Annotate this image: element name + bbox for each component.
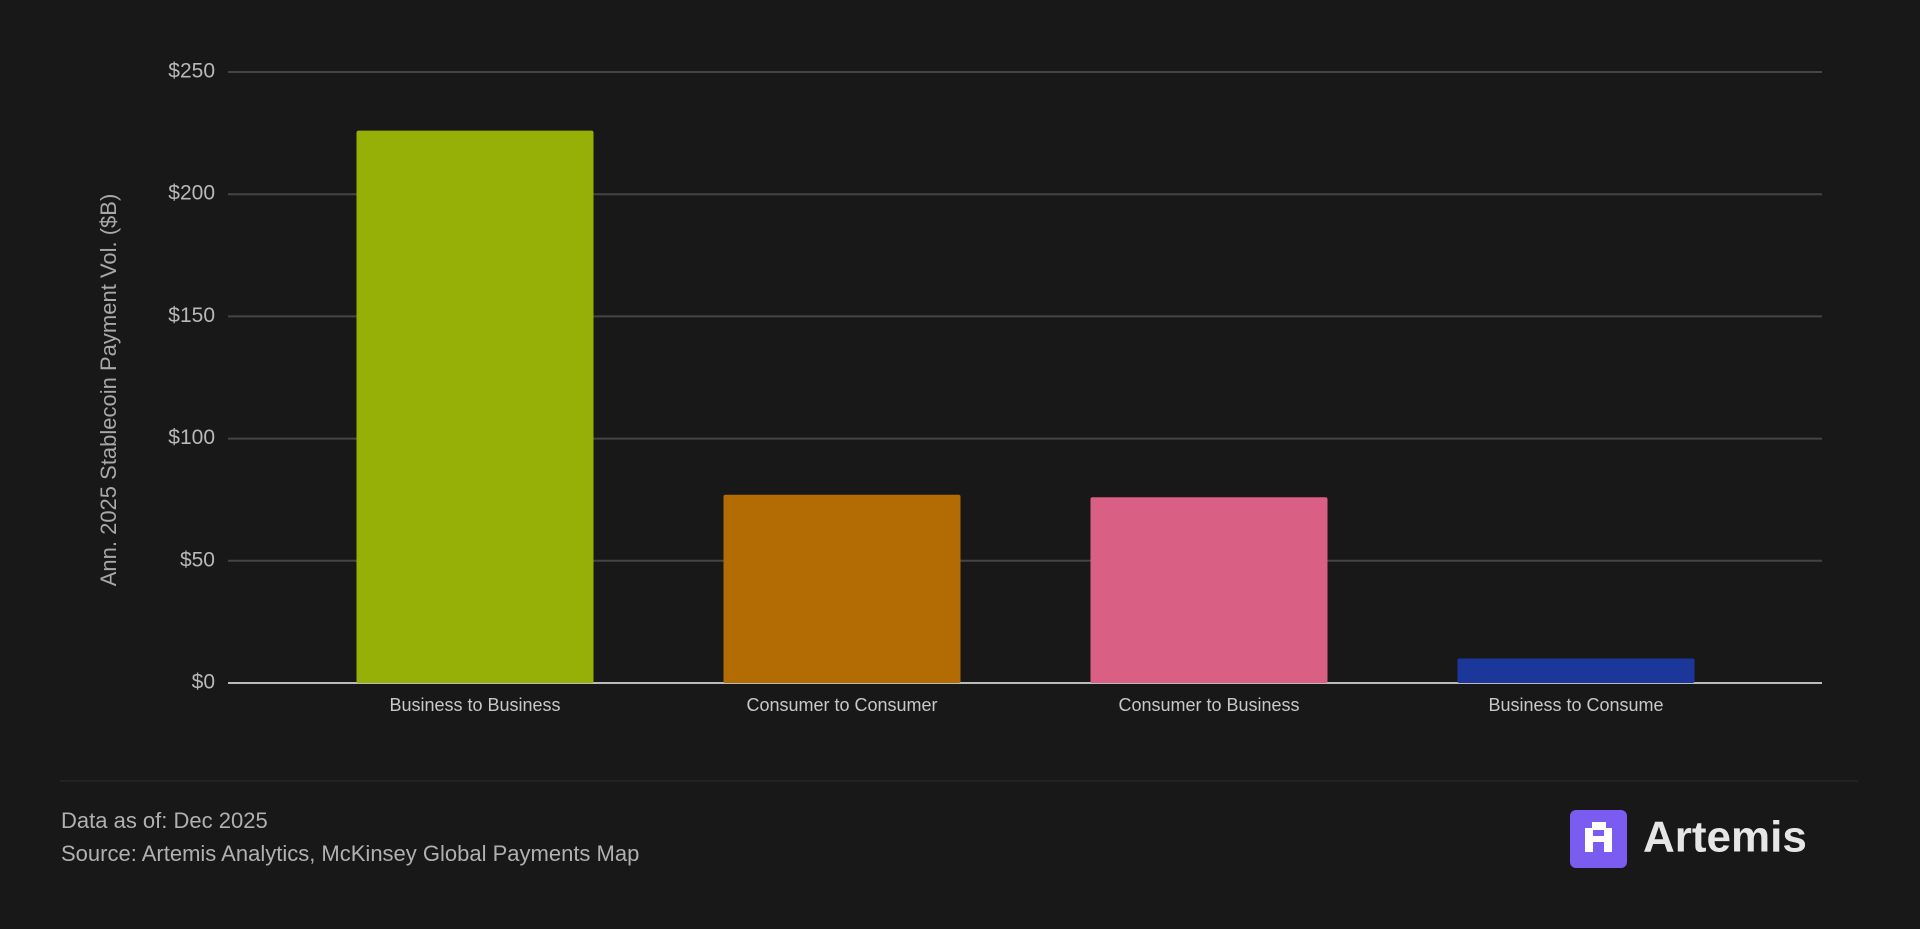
brand-name: Artemis [1643,813,1807,862]
source: Source: Artemis Analytics, McKinsey Glob… [61,841,639,866]
bar [356,130,594,683]
y-axis-title: Ann. 2025 Stablecoin Payment Vol. ($B) [96,194,121,587]
data-as-of: Data as of: Dec 2025 [61,808,268,833]
x-tick-label: Business to Business [389,695,560,715]
bar [1457,658,1695,683]
y-tick-label: $50 [180,548,215,571]
bar [723,494,961,683]
logo: Artemis [1570,810,1807,868]
y-tick-label: $100 [168,426,215,449]
logo-glyph [1585,822,1612,852]
x-tick-label: Consumer to Business [1118,695,1299,715]
y-tick-label: $250 [168,60,215,83]
y-tick-label: $150 [168,304,215,327]
y-tick-label: $200 [168,182,215,205]
bar [1090,497,1328,683]
y-tick-label: $0 [192,671,215,694]
x-tick-label: Business to Consume [1488,695,1663,715]
x-tick-label: Consumer to Consumer [746,695,937,715]
